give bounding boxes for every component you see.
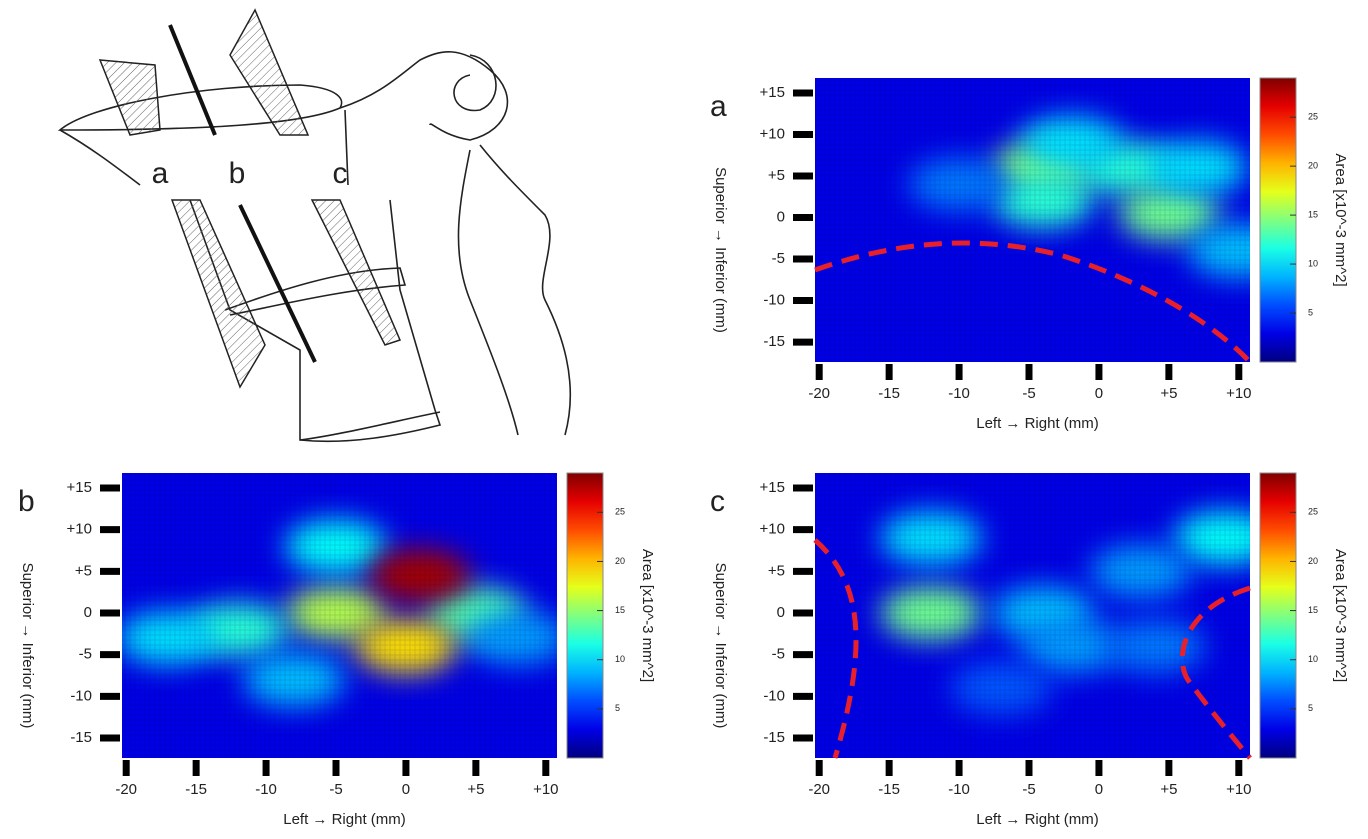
y-tick-label: -15 xyxy=(70,729,92,746)
colorbar-label: Area [x10^-3 mm^2] xyxy=(639,549,656,682)
x-tick-label: -10 xyxy=(948,385,970,402)
x-tick-label: +10 xyxy=(1226,385,1251,402)
heatmap-texture xyxy=(815,78,1250,362)
colorbar-tick-label: 15 xyxy=(1308,605,1318,615)
colorbar-tick-label: 20 xyxy=(1308,556,1318,566)
colorbar xyxy=(1259,472,1297,759)
colorbar-tick-label: 15 xyxy=(615,605,625,615)
y-tick-label: 0 xyxy=(84,604,92,621)
y-tick-label: +15 xyxy=(67,479,92,496)
colorbar-tick-label: 25 xyxy=(1308,507,1318,517)
y-tick-label: +10 xyxy=(760,521,785,538)
colorbar-tick-label: 20 xyxy=(615,556,625,566)
panel-label: a xyxy=(710,90,727,123)
y-tick-label: -10 xyxy=(763,687,785,704)
y-tick-label: +15 xyxy=(760,84,785,101)
y-axis-label: Superior → Inferior (mm) xyxy=(712,167,729,333)
x-tick-label: +5 xyxy=(1160,385,1177,402)
x-tick-label: -20 xyxy=(808,781,830,798)
colorbar-tick-label: 10 xyxy=(615,654,625,664)
x-tick-label: +10 xyxy=(533,781,558,798)
heatmap-texture xyxy=(122,473,557,758)
colorbar-tick-label: 10 xyxy=(1308,654,1318,664)
x-tick-label: -10 xyxy=(255,781,277,798)
y-tick-label: 0 xyxy=(777,208,785,225)
x-axis-label: Left → Right (mm) xyxy=(283,811,406,828)
anatomy-diagram: a b c xyxy=(57,8,572,443)
colorbar-tick-label: 5 xyxy=(615,703,620,713)
colorbar-tick-label: 15 xyxy=(1308,209,1318,219)
y-tick-label: -15 xyxy=(763,333,785,350)
panel-label: c xyxy=(710,485,725,518)
colorbar-tick-label: 25 xyxy=(615,507,625,517)
colorbar-tick-label: 25 xyxy=(1308,112,1318,122)
heatmap-texture xyxy=(815,473,1250,758)
x-tick-label: -5 xyxy=(1022,781,1035,798)
x-tick-label: +5 xyxy=(1160,781,1177,798)
diagram-label: b xyxy=(229,157,246,190)
x-tick-label: -5 xyxy=(1022,385,1035,402)
y-axis-label: Superior → Inferior (mm) xyxy=(19,563,36,729)
colorbar xyxy=(1259,77,1297,363)
heatmap-panel: a +15 +10 +5 0 -5 -10 -15 -20 -15 -10 -5 0 +5 +10 Left … xyxy=(710,77,1349,432)
y-tick-label: +5 xyxy=(768,562,785,579)
boundary-annotations xyxy=(813,240,1252,760)
heatmap-panel: b +15 +10 +5 0 -5 -10 -15 -20 -15 -10 -5 0 +5 +10 Left … xyxy=(18,472,656,828)
x-tick-label: -20 xyxy=(808,385,830,402)
colorbar-label: Area [x10^-3 mm^2] xyxy=(1332,549,1349,682)
y-tick-label: +5 xyxy=(75,562,92,579)
colorbar-label: Area [x10^-3 mm^2] xyxy=(1332,153,1349,286)
boundary-line xyxy=(814,240,1252,364)
x-tick-label: -15 xyxy=(185,781,207,798)
colorbar-tick-label: 20 xyxy=(1308,161,1318,171)
y-tick-label: +5 xyxy=(768,167,785,184)
diagram-label: c xyxy=(333,157,348,190)
y-tick-label: +10 xyxy=(67,521,92,538)
y-tick-label: -5 xyxy=(772,646,785,663)
colorbar-tick-label: 10 xyxy=(1308,258,1318,268)
x-tick-label: +5 xyxy=(467,781,484,798)
colorbar-tick-label: 5 xyxy=(1308,307,1313,317)
y-tick-label: -5 xyxy=(79,646,92,663)
x-tick-label: +10 xyxy=(1226,781,1251,798)
colorbar-tick-label: 5 xyxy=(1308,703,1313,713)
x-tick-label: -15 xyxy=(878,385,900,402)
x-tick-label: -15 xyxy=(878,781,900,798)
boundary-line xyxy=(813,538,859,759)
x-tick-label: -20 xyxy=(115,781,137,798)
y-tick-label: -15 xyxy=(763,729,785,746)
x-tick-label: 0 xyxy=(1095,385,1103,402)
x-tick-label: 0 xyxy=(402,781,410,798)
x-axis-label: Left → Right (mm) xyxy=(976,811,1099,828)
y-tick-label: -5 xyxy=(772,250,785,267)
x-tick-label: -10 xyxy=(948,781,970,798)
y-tick-label: 0 xyxy=(777,604,785,621)
charts: a +15 +10 +5 0 -5 -10 -15 -20 -15 -10 -5 0 +5 +10 Left … xyxy=(18,77,1349,828)
colorbar xyxy=(566,472,604,759)
diagram-label: a xyxy=(152,157,169,190)
panel-label: b xyxy=(18,485,35,518)
y-tick-label: +10 xyxy=(760,125,785,142)
x-axis-label: Left → Right (mm) xyxy=(976,415,1099,432)
boundary-line xyxy=(1179,585,1252,760)
y-axis-label: Superior → Inferior (mm) xyxy=(712,563,729,729)
y-tick-label: +15 xyxy=(760,479,785,496)
y-tick-label: -10 xyxy=(763,292,785,309)
x-tick-label: 0 xyxy=(1095,781,1103,798)
heatmap-panel: c +15 +10 +5 0 -5 -10 -15 -20 -15 -10 -5 0 +5 +10 Left … xyxy=(710,472,1349,828)
y-tick-label: -10 xyxy=(70,687,92,704)
x-tick-label: -5 xyxy=(329,781,342,798)
